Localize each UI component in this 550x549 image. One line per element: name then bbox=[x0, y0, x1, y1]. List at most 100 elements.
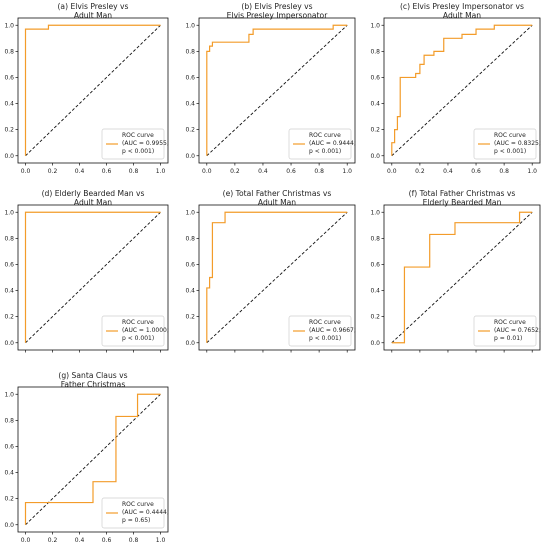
y-tick-label: 0.4 bbox=[4, 101, 14, 108]
legend-text-line: ROC curve bbox=[122, 319, 154, 326]
panel-title-line: (c) Elvis Presley Impersonator vs bbox=[400, 2, 524, 11]
x-tick-label: 0.6 bbox=[471, 168, 481, 175]
axes-frame bbox=[383, 17, 541, 164]
legend-box bbox=[288, 128, 352, 160]
legend-text-line: ROC curve bbox=[494, 319, 526, 326]
y-tick-label: 0.0 bbox=[4, 153, 14, 160]
panel-title-line: (f) Total Father Christmas vs bbox=[409, 189, 516, 198]
x-tick-label: 0.2 bbox=[230, 168, 240, 175]
y-tick-label: 0.4 bbox=[4, 470, 14, 477]
x-tick-label: 1.0 bbox=[527, 168, 537, 175]
legend-box bbox=[101, 128, 165, 160]
axes-frame bbox=[198, 17, 356, 164]
legend-text-line: (AUC = 1.0000; bbox=[122, 327, 169, 334]
y-tick-label: 0.8 bbox=[4, 235, 14, 242]
chance-diagonal-line bbox=[25, 211, 161, 344]
y-tick-label: 1.0 bbox=[4, 209, 14, 216]
y-tick-label: 0.0 bbox=[4, 340, 14, 347]
x-tick-label: 0.8 bbox=[314, 168, 324, 175]
panel-title-line: (d) Elderly Bearded Man vs bbox=[42, 189, 145, 198]
y-tick-label: 0.8 bbox=[370, 48, 380, 55]
y-tick-label: 0.6 bbox=[370, 74, 380, 81]
chance-diagonal-line bbox=[391, 24, 533, 157]
y-tick-label: 0.2 bbox=[370, 127, 380, 134]
legend-text-line: (AUC = 0.8325; bbox=[494, 140, 541, 147]
y-tick-label: 0.8 bbox=[370, 235, 380, 242]
y-tick-label: 0.2 bbox=[4, 127, 14, 134]
y-tick-label: 0.2 bbox=[4, 496, 14, 503]
legend-box bbox=[288, 315, 352, 347]
axes-frame bbox=[17, 386, 169, 533]
x-tick-label: 0.4 bbox=[75, 168, 85, 175]
y-tick-label: 0.6 bbox=[4, 74, 14, 81]
legend-text-line: p = 0.65) bbox=[122, 517, 150, 524]
y-tick-label: 0.0 bbox=[370, 153, 380, 160]
y-tick-label: 0.4 bbox=[370, 288, 380, 295]
y-tick-label: 0.4 bbox=[370, 101, 380, 108]
legend-text-line: p < 0.001) bbox=[309, 148, 341, 155]
y-tick-label: 1.0 bbox=[370, 22, 380, 29]
x-tick-label: 1.0 bbox=[156, 168, 166, 175]
x-tick-label: 0.6 bbox=[286, 168, 296, 175]
legend-box bbox=[101, 315, 165, 347]
y-tick-label: 0.4 bbox=[4, 288, 14, 295]
y-tick-label: 0.2 bbox=[370, 314, 380, 321]
y-tick-label: 0.6 bbox=[370, 261, 380, 268]
legend-text-line: p < 0.001) bbox=[122, 148, 154, 155]
x-tick-label: 0.4 bbox=[75, 537, 85, 544]
x-tick-label: 0.0 bbox=[21, 168, 31, 175]
chance-diagonal-line bbox=[206, 211, 348, 344]
y-tick-label: 1.0 bbox=[4, 391, 14, 398]
y-tick-label: 0.4 bbox=[185, 288, 195, 295]
y-tick-label: 0.2 bbox=[185, 314, 195, 321]
legend-text-line: (AUC = 0.9444; bbox=[309, 140, 356, 147]
roc-curve-line bbox=[391, 211, 533, 344]
axes-frame bbox=[17, 204, 169, 351]
x-tick-label: 0.4 bbox=[258, 168, 268, 175]
y-tick-label: 0.2 bbox=[185, 127, 195, 134]
legend-text-line: p = 0.01) bbox=[494, 335, 522, 342]
chance-diagonal-line bbox=[25, 24, 161, 157]
roc-curve-line bbox=[206, 211, 348, 343]
y-tick-label: 1.0 bbox=[185, 209, 195, 216]
panel-title-line: (e) Total Father Christmas vs bbox=[223, 189, 332, 198]
panel-title-line: Father Christmas bbox=[61, 380, 126, 389]
y-tick-label: 0.8 bbox=[4, 48, 14, 55]
y-tick-label: 0.0 bbox=[370, 340, 380, 347]
x-tick-label: 0.8 bbox=[129, 168, 139, 175]
x-tick-label: 0.6 bbox=[102, 168, 112, 175]
panel-title-line: Elvis Presley Impersonator bbox=[227, 11, 329, 20]
legend-text-line: (AUC = 0.7652; bbox=[494, 327, 541, 334]
legend-text-line: (AUC = 0.9667; bbox=[309, 327, 356, 334]
panel-title-line: Adult Man bbox=[74, 198, 112, 207]
x-tick-label: 0.2 bbox=[48, 537, 58, 544]
x-tick-label: 0.8 bbox=[499, 168, 509, 175]
legend-text-line: ROC curve bbox=[122, 132, 154, 139]
y-tick-label: 0.8 bbox=[185, 235, 195, 242]
y-tick-label: 1.0 bbox=[4, 22, 14, 29]
roc-curve-line bbox=[24, 211, 161, 343]
axes-frame bbox=[383, 204, 541, 351]
panel-title-line: Elderly Bearded Man bbox=[423, 198, 502, 207]
legend-box bbox=[101, 497, 165, 529]
y-tick-label: 0.0 bbox=[185, 340, 195, 347]
x-tick-label: 1.0 bbox=[342, 168, 352, 175]
legend-text-line: p < 0.001) bbox=[494, 148, 526, 155]
legend-text-line: ROC curve bbox=[309, 319, 341, 326]
y-tick-label: 0.6 bbox=[185, 74, 195, 81]
x-tick-label: 0.2 bbox=[415, 168, 425, 175]
panel-title-line: Adult Man bbox=[258, 198, 296, 207]
y-tick-label: 1.0 bbox=[185, 22, 195, 29]
y-tick-label: 0.4 bbox=[185, 101, 195, 108]
y-tick-label: 0.2 bbox=[4, 314, 14, 321]
chance-diagonal-line bbox=[206, 24, 348, 157]
panel-title-line: (g) Santa Claus vs bbox=[58, 371, 127, 380]
x-tick-label: 0.0 bbox=[21, 537, 31, 544]
y-tick-label: 0.8 bbox=[185, 48, 195, 55]
y-tick-label: 0.6 bbox=[185, 261, 195, 268]
y-tick-label: 1.0 bbox=[370, 209, 380, 216]
